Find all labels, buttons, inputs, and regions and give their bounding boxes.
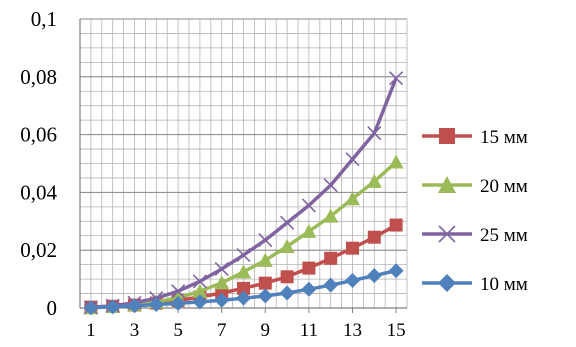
data-point-square bbox=[439, 128, 455, 144]
series-4 bbox=[83, 263, 404, 316]
data-point-x bbox=[367, 126, 382, 141]
x-tick-label: 7 bbox=[217, 320, 227, 341]
x-tick-label: 5 bbox=[173, 320, 183, 341]
data-point-triangle bbox=[257, 252, 273, 267]
data-point-diamond bbox=[127, 298, 142, 314]
data-point-diamond bbox=[192, 294, 208, 310]
data-point-diamond bbox=[170, 295, 186, 311]
legend-label: 15 мм bbox=[480, 127, 528, 148]
y-tick-label: 0,06 bbox=[20, 123, 57, 147]
data-point-diamond bbox=[257, 288, 273, 304]
legend-item: 10 мм bbox=[422, 274, 528, 295]
data-point-diamond bbox=[388, 263, 404, 279]
data-point-diamond bbox=[83, 300, 99, 316]
data-point-diamond bbox=[345, 273, 360, 289]
data-point-x bbox=[214, 261, 229, 277]
legend-label: 25 мм bbox=[480, 225, 528, 246]
data-point-square bbox=[389, 218, 403, 232]
x-tick-label: 9 bbox=[261, 320, 271, 341]
legend-label: 10 мм bbox=[480, 274, 528, 295]
plot-area bbox=[83, 71, 404, 316]
data-point-x bbox=[438, 225, 456, 243]
y-tick-label: 0,02 bbox=[20, 238, 57, 262]
x-tick-label: 15 bbox=[387, 320, 406, 341]
data-point-triangle bbox=[301, 223, 317, 238]
data-point-x bbox=[323, 178, 338, 193]
data-point-diamond bbox=[301, 281, 317, 297]
data-point-x bbox=[280, 215, 295, 230]
data-point-triangle bbox=[366, 173, 382, 188]
data-point-diamond bbox=[438, 274, 456, 292]
data-point-triangle bbox=[214, 275, 230, 290]
data-point-diamond bbox=[323, 277, 339, 293]
x-tick-label: 1 bbox=[86, 320, 96, 341]
x-tick-label: 3 bbox=[130, 320, 140, 341]
data-point-triangle bbox=[192, 283, 208, 298]
y-tick-label: 0,08 bbox=[20, 65, 57, 89]
y-tick-label: 0,04 bbox=[20, 180, 57, 204]
data-point-triangle bbox=[388, 154, 404, 169]
data-point-diamond bbox=[214, 292, 230, 308]
data-point-square bbox=[237, 281, 250, 295]
data-point-diamond bbox=[366, 268, 382, 284]
data-point-square bbox=[280, 270, 294, 284]
data-point-square bbox=[258, 276, 272, 290]
x-tick-label: 13 bbox=[343, 320, 362, 341]
data-point-x bbox=[192, 274, 207, 289]
data-point-diamond bbox=[236, 290, 251, 306]
data-point-x bbox=[345, 152, 360, 167]
legend-item: 15 мм bbox=[422, 127, 528, 148]
data-point-x bbox=[301, 198, 316, 213]
series-3 bbox=[83, 71, 404, 315]
y-tick-label: 0,1 bbox=[31, 7, 57, 31]
data-point-triangle bbox=[236, 264, 251, 279]
legend-item: 25 мм bbox=[422, 225, 528, 246]
data-point-triangle bbox=[345, 191, 360, 206]
data-point-diamond bbox=[279, 285, 295, 301]
data-point-square bbox=[346, 241, 359, 255]
data-point-diamond bbox=[148, 297, 164, 313]
data-point-diamond bbox=[105, 299, 121, 315]
axes: 00,020,040,060,080,11 3 5 7 9 11 13 15 bbox=[20, 7, 407, 341]
data-point-square bbox=[367, 230, 381, 244]
data-point-x bbox=[236, 248, 251, 263]
x-tick-label: 11 bbox=[300, 320, 318, 341]
y-tick-label: 0 bbox=[47, 296, 58, 320]
data-point-square bbox=[302, 261, 316, 275]
legend: 15 мм 20 мм 25 мм 10 мм bbox=[422, 127, 528, 295]
data-point-x bbox=[389, 71, 404, 86]
grid bbox=[79, 18, 408, 309]
legend-item: 20 мм bbox=[422, 176, 528, 197]
data-point-triangle bbox=[323, 208, 339, 223]
data-point-triangle bbox=[279, 238, 295, 253]
data-point-triangle bbox=[438, 176, 456, 193]
data-point-square bbox=[324, 251, 338, 265]
data-point-x bbox=[258, 233, 273, 248]
legend-label: 20 мм bbox=[480, 176, 528, 197]
data-point-x bbox=[171, 284, 186, 299]
